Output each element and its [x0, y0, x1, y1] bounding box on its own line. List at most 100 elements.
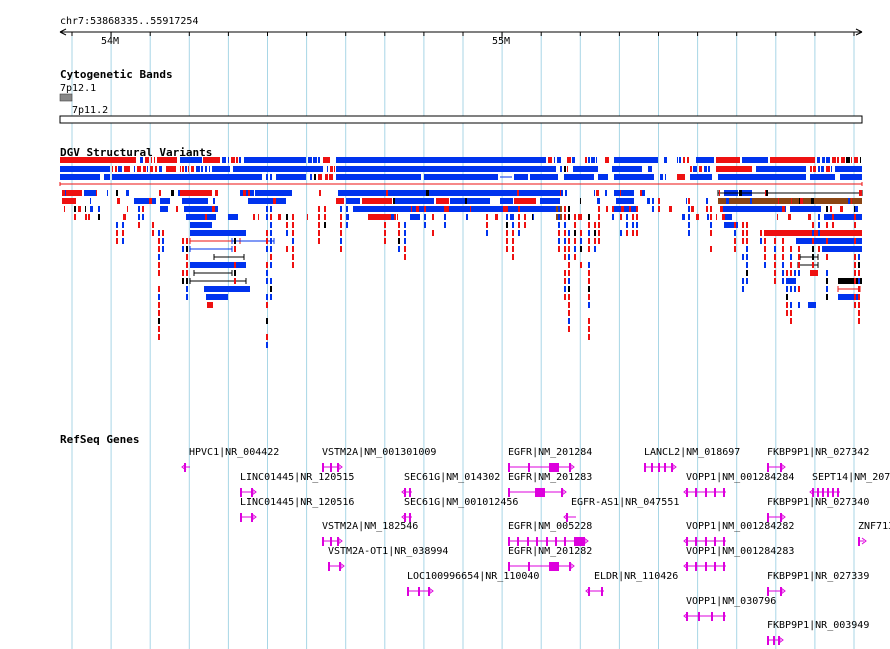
sv-loss-bar[interactable]	[719, 190, 720, 196]
sv-gain-bar[interactable]	[346, 206, 348, 212]
sv-variant-bar[interactable]	[846, 157, 850, 163]
gene-model[interactable]	[585, 587, 604, 596]
sv-loss-bar[interactable]	[78, 206, 81, 212]
sv-gain-bar[interactable]	[568, 318, 570, 324]
sv-gain-bar[interactable]	[564, 286, 566, 292]
gene-model[interactable]	[858, 537, 867, 546]
gene-label[interactable]: VSTM2A|NM_182546	[322, 521, 418, 532]
sv-variant-bar[interactable]	[746, 270, 748, 276]
sv-gain-bar[interactable]	[158, 254, 160, 260]
sv-gain-bar[interactable]	[122, 222, 124, 228]
sv-gain-bar[interactable]	[664, 157, 667, 163]
sv-loss-bar[interactable]	[782, 246, 784, 252]
sv-gain-bar[interactable]	[756, 166, 806, 172]
sv-loss-bar[interactable]	[774, 270, 776, 276]
sv-variant-bar[interactable]	[826, 294, 828, 300]
sv-gain-bar[interactable]	[693, 166, 697, 172]
sv-loss-bar[interactable]	[742, 230, 744, 236]
sv-loss-bar[interactable]	[764, 246, 766, 252]
sv-variant-bar[interactable]	[739, 190, 742, 196]
sv-loss-bar[interactable]	[138, 222, 140, 228]
sv-loss-bar[interactable]	[598, 206, 600, 212]
sv-gain-bar[interactable]	[746, 278, 748, 284]
sv-gain-bar[interactable]	[466, 206, 468, 212]
sv-loss-bar[interactable]	[325, 174, 328, 180]
sv-loss-bar[interactable]	[166, 166, 176, 172]
sv-loss-bar[interactable]	[318, 174, 322, 180]
sv-gain-bar[interactable]	[276, 174, 306, 180]
sv-gain-bar[interactable]	[104, 174, 110, 180]
sv-loss-bar[interactable]	[564, 278, 566, 284]
sv-gain-bar[interactable]	[690, 174, 712, 180]
gene-label[interactable]: ZNF713	[858, 521, 890, 532]
sv-loss-bar[interactable]	[574, 214, 576, 220]
sv-loss-bar[interactable]	[340, 214, 342, 220]
sv-gain-bar[interactable]	[410, 214, 420, 220]
sv-gain-bar[interactable]	[858, 278, 860, 284]
sv-loss-bar[interactable]	[790, 318, 792, 324]
sv-loss-bar[interactable]	[812, 262, 814, 268]
sv-loss-bar[interactable]	[486, 222, 488, 228]
sv-gain-bar[interactable]	[159, 166, 162, 172]
sv-variant-bar[interactable]	[718, 198, 862, 204]
sv-gain-bar[interactable]	[647, 198, 650, 204]
sv-gain-bar[interactable]	[244, 157, 306, 163]
sv-loss-bar[interactable]	[384, 222, 386, 228]
sv-loss-bar[interactable]	[506, 246, 508, 252]
sv-gain-bar[interactable]	[790, 302, 792, 308]
sv-gain-bar[interactable]	[818, 222, 820, 228]
sv-loss-bar[interactable]	[606, 206, 608, 212]
sv-gain-bar[interactable]	[565, 190, 567, 196]
sv-gain-bar[interactable]	[185, 206, 186, 212]
sv-loss-bar[interactable]	[626, 230, 628, 236]
sv-loss-bar[interactable]	[248, 190, 250, 196]
sv-gain-bar[interactable]	[158, 294, 160, 300]
sv-loss-bar[interactable]	[62, 190, 82, 196]
sv-gain-bar[interactable]	[821, 166, 824, 172]
sv-loss-bar[interactable]	[278, 214, 281, 220]
sv-gain-bar[interactable]	[313, 157, 317, 163]
sv-gain-bar[interactable]	[512, 222, 514, 228]
sv-gain-bar[interactable]	[398, 246, 400, 252]
sv-gain-bar[interactable]	[826, 270, 828, 276]
sv-loss-bar[interactable]	[734, 246, 736, 252]
gene-label[interactable]: VSTM2A|NM_001301009	[322, 447, 436, 458]
sv-loss-bar[interactable]	[416, 206, 419, 212]
sv-loss-bar[interactable]	[307, 214, 308, 220]
sv-gain-bar[interactable]	[818, 238, 820, 244]
sv-gain-bar[interactable]	[605, 190, 607, 196]
sv-loss-bar[interactable]	[116, 230, 118, 236]
sv-loss-bar[interactable]	[588, 238, 590, 244]
sv-variant-bar[interactable]	[74, 206, 76, 212]
sv-gain-bar[interactable]	[201, 166, 203, 172]
sv-gain-bar[interactable]	[206, 294, 228, 300]
sv-loss-bar[interactable]	[567, 157, 571, 163]
sv-gain-bar[interactable]	[514, 174, 528, 180]
sv-loss-bar[interactable]	[568, 238, 570, 244]
sv-loss-bar[interactable]	[518, 222, 520, 228]
sv-loss-bar[interactable]	[149, 198, 152, 204]
sv-gain-bar[interactable]	[710, 222, 712, 228]
sv-loss-bar[interactable]	[432, 230, 434, 236]
sv-loss-bar[interactable]	[774, 262, 776, 268]
sv-loss-bar[interactable]	[800, 198, 803, 204]
gene-model[interactable]	[508, 463, 575, 472]
sv-loss-bar[interactable]	[266, 230, 268, 236]
gene-label[interactable]: FKBP9P1|NR_027342	[767, 447, 869, 458]
sv-loss-bar[interactable]	[424, 206, 426, 212]
sv-loss-bar[interactable]	[832, 214, 834, 220]
sv-loss-bar[interactable]	[687, 157, 689, 163]
gene-model[interactable]	[809, 488, 840, 497]
sv-gain-bar[interactable]	[688, 206, 690, 212]
sv-gain-bar[interactable]	[855, 206, 858, 212]
sv-gain-bar[interactable]	[648, 166, 652, 172]
sv-loss-bar[interactable]	[710, 206, 712, 212]
sv-loss-bar[interactable]	[133, 157, 136, 163]
sv-gain-bar[interactable]	[190, 230, 246, 236]
sv-loss-bar[interactable]	[564, 206, 566, 212]
sv-gain-bar[interactable]	[557, 157, 561, 163]
sv-loss-bar[interactable]	[236, 157, 238, 163]
gene-label[interactable]: SEPT14|NM_207	[812, 472, 890, 483]
sv-loss-bar[interactable]	[330, 166, 333, 172]
sv-gain-bar[interactable]	[112, 174, 262, 180]
